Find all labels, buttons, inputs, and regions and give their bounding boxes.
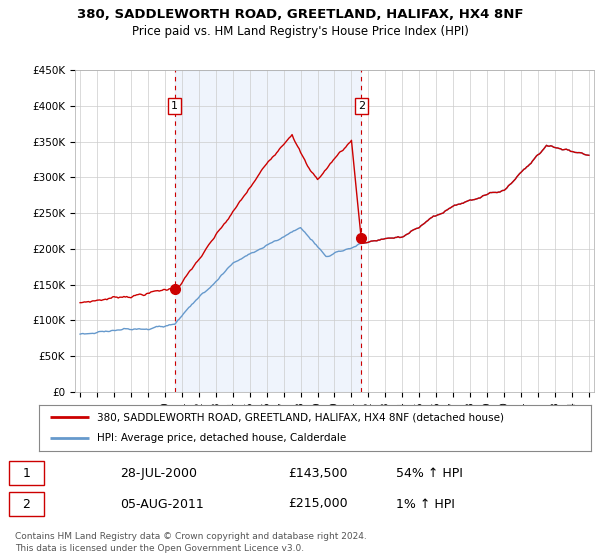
FancyBboxPatch shape (9, 492, 44, 516)
Text: 28-JUL-2000: 28-JUL-2000 (120, 466, 197, 480)
Text: Price paid vs. HM Land Registry's House Price Index (HPI): Price paid vs. HM Land Registry's House … (131, 25, 469, 38)
Text: 1: 1 (171, 101, 178, 111)
Text: 1% ↑ HPI: 1% ↑ HPI (396, 497, 455, 511)
Text: £215,000: £215,000 (288, 497, 347, 511)
Text: 1: 1 (22, 466, 31, 480)
Text: 05-AUG-2011: 05-AUG-2011 (120, 497, 204, 511)
Text: Contains HM Land Registry data © Crown copyright and database right 2024.: Contains HM Land Registry data © Crown c… (15, 532, 367, 541)
FancyBboxPatch shape (9, 461, 44, 485)
Text: 380, SADDLEWORTH ROAD, GREETLAND, HALIFAX, HX4 8NF: 380, SADDLEWORTH ROAD, GREETLAND, HALIFA… (77, 8, 523, 21)
Text: This data is licensed under the Open Government Licence v3.0.: This data is licensed under the Open Gov… (15, 544, 304, 553)
Text: HPI: Average price, detached house, Calderdale: HPI: Average price, detached house, Cald… (97, 433, 346, 444)
Text: 2: 2 (358, 101, 365, 111)
Text: £143,500: £143,500 (288, 466, 347, 480)
Text: 380, SADDLEWORTH ROAD, GREETLAND, HALIFAX, HX4 8NF (detached house): 380, SADDLEWORTH ROAD, GREETLAND, HALIFA… (97, 412, 504, 422)
Bar (175, 70, 361, 392)
Text: 2: 2 (22, 497, 31, 511)
Text: 54% ↑ HPI: 54% ↑ HPI (396, 466, 463, 480)
